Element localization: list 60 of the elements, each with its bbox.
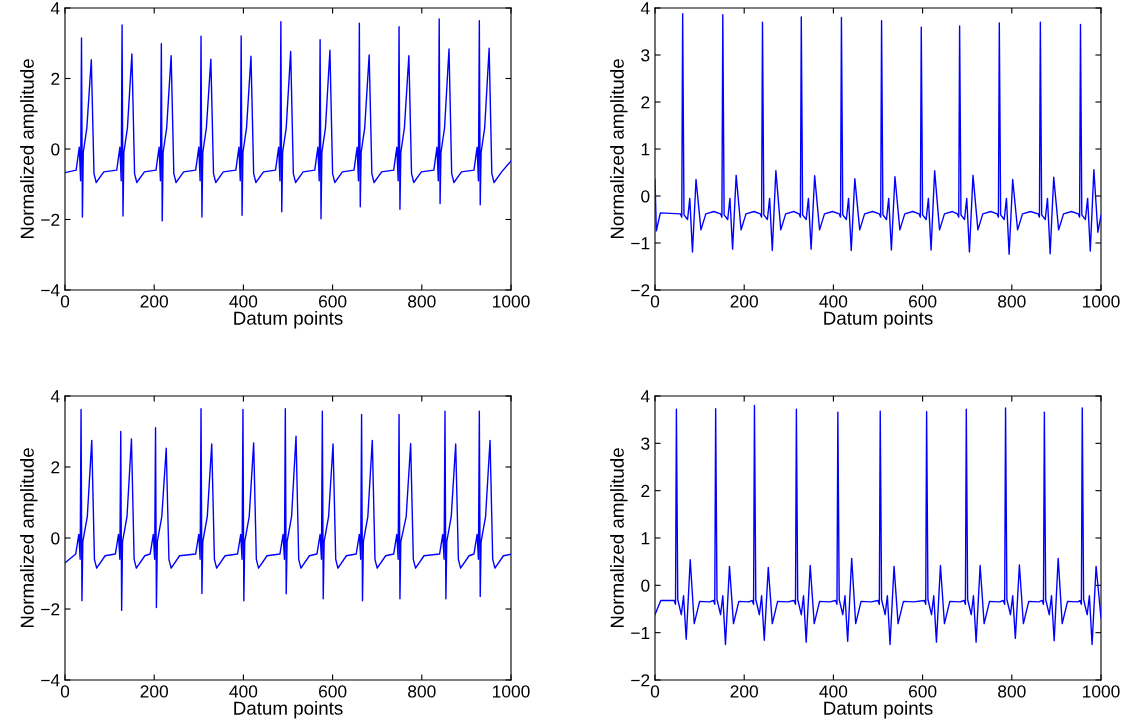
x-tick-label: 1000 [493,295,530,308]
y-tick-label: −1 [631,627,650,639]
x-tick-label: 1000 [1083,295,1120,308]
x-tick-label: 800 [998,685,1026,698]
y-tick-label: 4 [640,390,650,403]
x-tick-label: 0 [650,295,660,308]
x-axis-title: Datum points [234,701,343,719]
x-axis-title: Datum points [824,311,933,329]
x-tick-label: 600 [319,685,347,698]
x-tick-label: 0 [60,685,70,698]
y-axis-title: Normalized amplitude [20,59,38,239]
x-tick-label: 200 [730,685,759,698]
line-series [655,404,1101,646]
x-tick-label: 800 [998,295,1026,308]
x-tick-label: 1000 [493,685,530,698]
y-tick-label: −2 [631,674,650,687]
x-tick-label: 600 [909,685,937,698]
x-tick-label: 600 [319,295,347,308]
x-axis-title: Datum points [234,311,343,329]
x-tick-label: 200 [730,295,759,308]
x-tick-label: 600 [909,295,937,308]
y-tick-label: 0 [641,579,650,592]
x-axis-title: Datum points [824,701,933,719]
y-tick-label: 0 [51,532,60,545]
x-tick-label: 400 [819,295,848,308]
y-tick-label: 2 [51,72,60,85]
y-axis-title: Normalized amplitude [610,59,628,239]
y-tick-label: −2 [41,603,60,616]
x-tick-label: 400 [819,685,848,698]
x-tick-label: 200 [140,685,169,698]
y-tick-label: 3 [641,437,650,450]
y-tick-label: 0 [51,143,60,156]
y-tick-label: 4 [640,2,650,15]
y-axis-title: Normalized amplitude [610,448,628,628]
y-tick-label: −2 [631,284,650,297]
y-tick-label: 4 [50,2,60,15]
x-tick-label: 1000 [1083,685,1120,698]
y-tick-label: −4 [41,674,60,687]
y-tick-label: 1 [641,532,650,545]
x-tick-label: 400 [229,295,258,308]
x-tick-label: 0 [650,685,660,698]
x-tick-label: 400 [229,685,258,698]
y-tick-label: 3 [641,49,650,62]
y-tick-label: 0 [641,190,650,203]
x-tick-label: 800 [408,685,436,698]
y-tick-label: 4 [50,390,60,403]
x-tick-label: 0 [60,295,70,308]
y-tick-label: −2 [41,213,60,226]
y-tick-label: 1 [641,143,650,156]
y-tick-label: 2 [51,461,60,474]
line-series [655,12,1101,255]
y-tick-label: −4 [41,284,60,297]
y-tick-label: −1 [631,237,650,250]
line-series [65,18,511,222]
y-tick-label: 2 [641,484,650,497]
x-tick-label: 200 [140,295,169,308]
x-tick-label: 800 [408,295,436,308]
y-tick-label: 2 [641,96,650,109]
line-series [65,408,511,612]
y-axis-title: Normalized amplitude [20,448,38,628]
